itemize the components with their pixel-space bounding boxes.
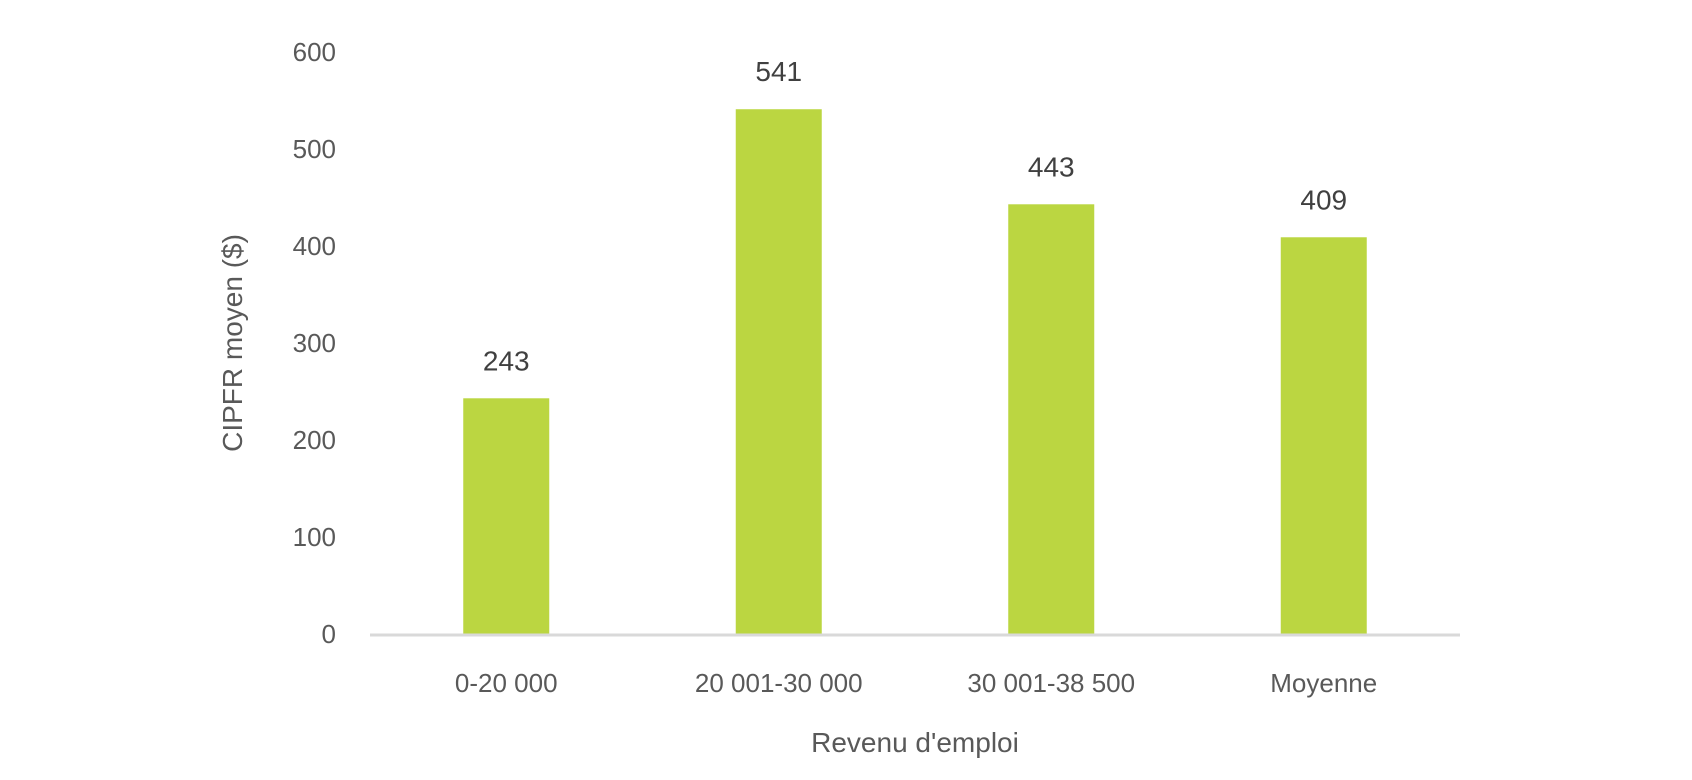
- y-tick-label: 200: [293, 425, 336, 455]
- data-labels: 243 541 443 409: [483, 56, 1347, 376]
- x-tick-label: 20 001-30 000: [695, 668, 863, 698]
- bar: [463, 398, 550, 634]
- y-tick-label: 400: [293, 231, 336, 261]
- bar: [1008, 204, 1095, 635]
- bar-value-label: 409: [1300, 184, 1347, 215]
- y-tick-label: 100: [293, 522, 336, 552]
- x-axis-title: Revenu d'emploi: [811, 727, 1019, 758]
- bar-value-label: 243: [483, 345, 530, 376]
- x-axis-ticks: 0-20 000 20 001-30 000 30 001-38 500 Moyenn…: [455, 668, 1377, 698]
- bar: [1280, 237, 1367, 634]
- y-tick-label: 500: [293, 134, 336, 164]
- x-tick-label: 0-20 000: [455, 668, 558, 698]
- bar: [735, 109, 822, 635]
- x-tick-label: 30 001-38 500: [967, 668, 1135, 698]
- bar-value-label: 541: [755, 56, 802, 87]
- y-tick-label: 600: [293, 37, 336, 67]
- y-axis-ticks: 0 100 200 300 400 500 600: [293, 37, 336, 649]
- bars: [463, 109, 1367, 635]
- y-axis-title: CIPFR moyen ($): [217, 234, 248, 452]
- x-tick-label: Moyenne: [1270, 668, 1377, 698]
- y-tick-label: 0: [322, 619, 336, 649]
- y-tick-label: 300: [293, 328, 336, 358]
- bar-value-label: 443: [1028, 151, 1075, 182]
